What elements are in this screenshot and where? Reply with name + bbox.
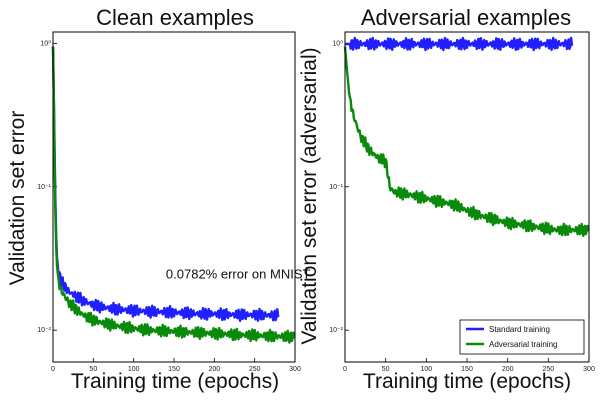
series-line-1	[51, 46, 296, 344]
adversarial-y-axis-label: Validation set error (adversarial)	[298, 47, 321, 344]
y-tick-label: 10⁻²	[329, 327, 343, 334]
x-tick-label: 250	[542, 366, 554, 373]
legend: Standard training Adversarial training	[459, 319, 585, 355]
clean-chart-title: Clean examples	[96, 5, 254, 30]
x-tick-label: 200	[502, 366, 514, 373]
series-line-1	[343, 46, 590, 237]
y-tick-label: 10⁻¹	[329, 184, 343, 191]
clean-y-axis-label: Validation set error	[6, 111, 29, 286]
x-tick-label: 200	[208, 366, 220, 373]
y-tick-label: 10⁻²	[37, 327, 51, 334]
adversarial-chart-title: Adversarial examples	[361, 5, 571, 30]
x-tick-label: 0	[343, 366, 347, 373]
clean-annotation: 0.0782% error on MNIST	[166, 266, 311, 281]
clean-chart: Clean examples Validation set error Trai…	[6, 5, 310, 393]
adversarial-plot-frame	[344, 31, 590, 363]
x-tick-label: 300	[289, 366, 301, 373]
x-tick-label: 50	[89, 366, 97, 373]
adversarial-x-axis-label: Training time (epochs)	[363, 370, 571, 393]
x-tick-label: 300	[583, 366, 595, 373]
x-tick-label: 100	[128, 366, 140, 373]
legend-label-adversarial: Adversarial training	[489, 340, 557, 349]
x-tick-label: 250	[249, 366, 261, 373]
series-line-0	[51, 46, 280, 323]
x-tick-label: 50	[382, 366, 390, 373]
y-tick-label: 10⁻¹	[37, 184, 51, 191]
adversarial-chart: Adversarial examples Validation set erro…	[298, 5, 595, 393]
x-tick-label: 100	[420, 366, 432, 373]
series-line-0	[344, 36, 574, 52]
clean-x-axis-label: Training time (epochs)	[71, 370, 279, 393]
clean-ticks: 0 50 100 150 200 250 300 10⁰ 10⁻¹ 10⁻²	[37, 39, 301, 373]
x-tick-label: 0	[51, 366, 55, 373]
x-tick-label: 150	[461, 366, 473, 373]
y-tick-label: 10⁰	[40, 39, 51, 47]
adversarial-series	[343, 36, 590, 237]
clean-series	[51, 46, 296, 344]
clean-plot-frame	[52, 31, 296, 363]
legend-label-standard: Standard training	[489, 325, 550, 334]
legend-box	[459, 319, 585, 355]
x-tick-label: 150	[168, 366, 180, 373]
y-tick-label: 10⁰	[332, 39, 343, 47]
